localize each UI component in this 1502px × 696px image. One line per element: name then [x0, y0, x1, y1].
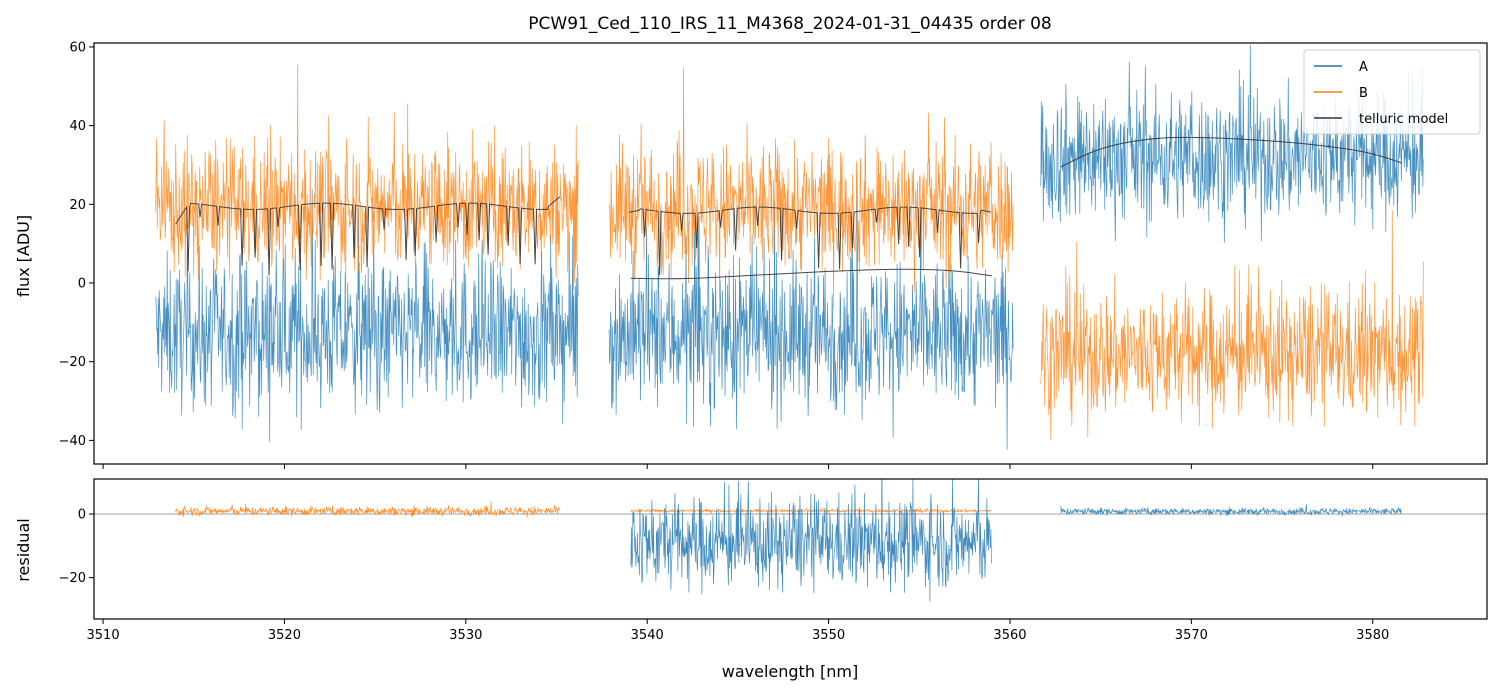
residual-panel-frame	[93, 478, 1488, 620]
residual-a-segment-1	[630, 479, 992, 602]
residual-b-segment-1	[175, 501, 561, 518]
flux-panel-frame	[93, 42, 1488, 465]
telluric-model-segment-2	[629, 206, 992, 276]
residual-y-tick-label: 0	[78, 508, 86, 523]
flux-y-label: flux [ADU]	[14, 215, 33, 297]
flux-y-tick-label: 20	[69, 198, 86, 213]
flux-y-tick-label: −20	[59, 355, 86, 370]
residual-a-segment-2	[1060, 504, 1402, 517]
x-tick-label: 3520	[268, 628, 301, 643]
legend-box	[1303, 49, 1481, 135]
flux-y-tick-label: −40	[59, 434, 86, 449]
flux-y-tick-label: 0	[78, 277, 86, 292]
x-axis-label: wavelength [nm]	[722, 662, 859, 681]
residual-y-label: residual	[14, 518, 33, 581]
series-b-segment-3	[1040, 210, 1424, 440]
x-tick-label: 3580	[1356, 628, 1389, 643]
series-a-segment-1	[155, 189, 579, 442]
x-tick-label: 3540	[631, 628, 664, 643]
legend: A B telluric model	[1303, 49, 1481, 135]
x-tick-label: 3530	[449, 628, 482, 643]
x-tick-label: 3560	[993, 628, 1026, 643]
legend-label-a: A	[1359, 60, 1368, 75]
residual-panel: −20 0 3510 3520 3530 3540 3550 3560 3570 3580 re…	[14, 478, 1488, 681]
x-tick-label: 3550	[812, 628, 845, 643]
chart-title: PCW91_Ced_110_IRS_11_M4368_2024-01-31_04…	[528, 14, 1051, 34]
legend-label-telluric: telluric model	[1359, 112, 1448, 127]
flux-y-tick-label: 40	[69, 119, 86, 134]
residual-x-ticks: 3510 3520 3530 3540 3550 3560 3570 3580	[87, 619, 1389, 643]
flux-plot-area	[155, 44, 1424, 450]
x-tick-label: 3570	[1175, 628, 1208, 643]
flux-y-tick-label: 60	[69, 40, 86, 55]
residual-plot-area	[94, 479, 1487, 602]
telluric-model-segment-4	[1060, 136, 1402, 168]
legend-label-b: B	[1359, 86, 1368, 101]
x-tick-label: 3510	[87, 628, 120, 643]
series-b-segment-2	[609, 67, 1014, 310]
telluric-model-segment-1	[175, 196, 560, 276]
series-a-segment-2	[608, 173, 1014, 450]
residual-y-ticks: −20 0	[59, 508, 94, 586]
series-a-segment-3	[1040, 44, 1424, 243]
flux-y-ticks: −40 −20 0 20 40 60	[59, 40, 94, 449]
flux-x-ticks	[102, 464, 1374, 469]
residual-y-tick-label: −20	[59, 571, 86, 586]
telluric-model-segment-3	[630, 268, 992, 280]
flux-panel: −40 −20 0 20 40 60 flux [ADU]	[14, 40, 1488, 469]
